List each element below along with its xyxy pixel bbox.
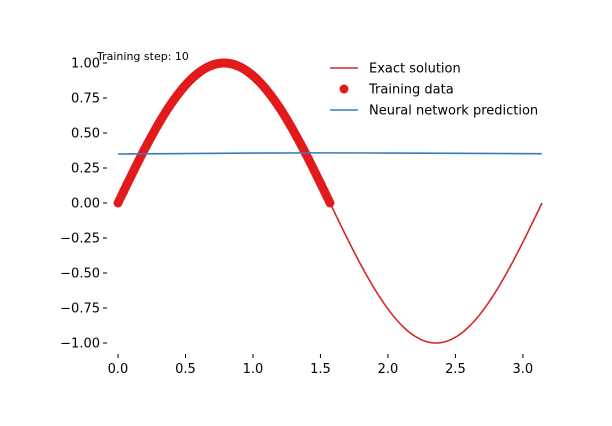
training-data-points: [113, 58, 335, 208]
y-tick-label: 0.50: [71, 127, 100, 142]
legend: Exact solution Training data Neural networ…: [330, 62, 538, 119]
training-step-annotation: Training step: 10: [96, 50, 189, 63]
legend-label: Training data: [368, 83, 454, 98]
y-tick-label: 0.25: [71, 162, 100, 177]
x-axis: 0.0 0.5 1.0 1.5 2.0 2.5 3.0: [108, 354, 534, 377]
y-tick-label: −0.50: [60, 267, 100, 282]
legend-label: Exact solution: [369, 62, 461, 77]
y-tick-label: −0.25: [60, 232, 100, 247]
prediction-line: [117, 152, 542, 155]
x-tick-label: 3.0: [513, 362, 534, 377]
y-tick-label: 0.75: [71, 92, 100, 107]
x-tick-label: 2.0: [378, 362, 399, 377]
x-tick-label: 1.5: [310, 362, 331, 377]
plot-area: [113, 58, 543, 344]
y-tick-label: −0.75: [60, 302, 100, 317]
y-axis: 1.00 0.75 0.50 0.25 0.00 −0.25 −0.50 −0.75 −1.00: [60, 57, 107, 352]
y-tick-label: 1.00: [71, 57, 100, 72]
x-tick-label: 1.0: [243, 362, 264, 377]
y-tick-label: 0.00: [71, 197, 100, 212]
x-tick-label: 0.0: [108, 362, 129, 377]
x-tick-label: 2.5: [445, 362, 466, 377]
legend-marker-1: [339, 84, 349, 94]
y-tick-label: −1.00: [60, 337, 100, 352]
legend-label: Neural network prediction: [369, 104, 538, 119]
training-point: [325, 198, 335, 208]
x-tick-label: 0.5: [175, 362, 196, 377]
